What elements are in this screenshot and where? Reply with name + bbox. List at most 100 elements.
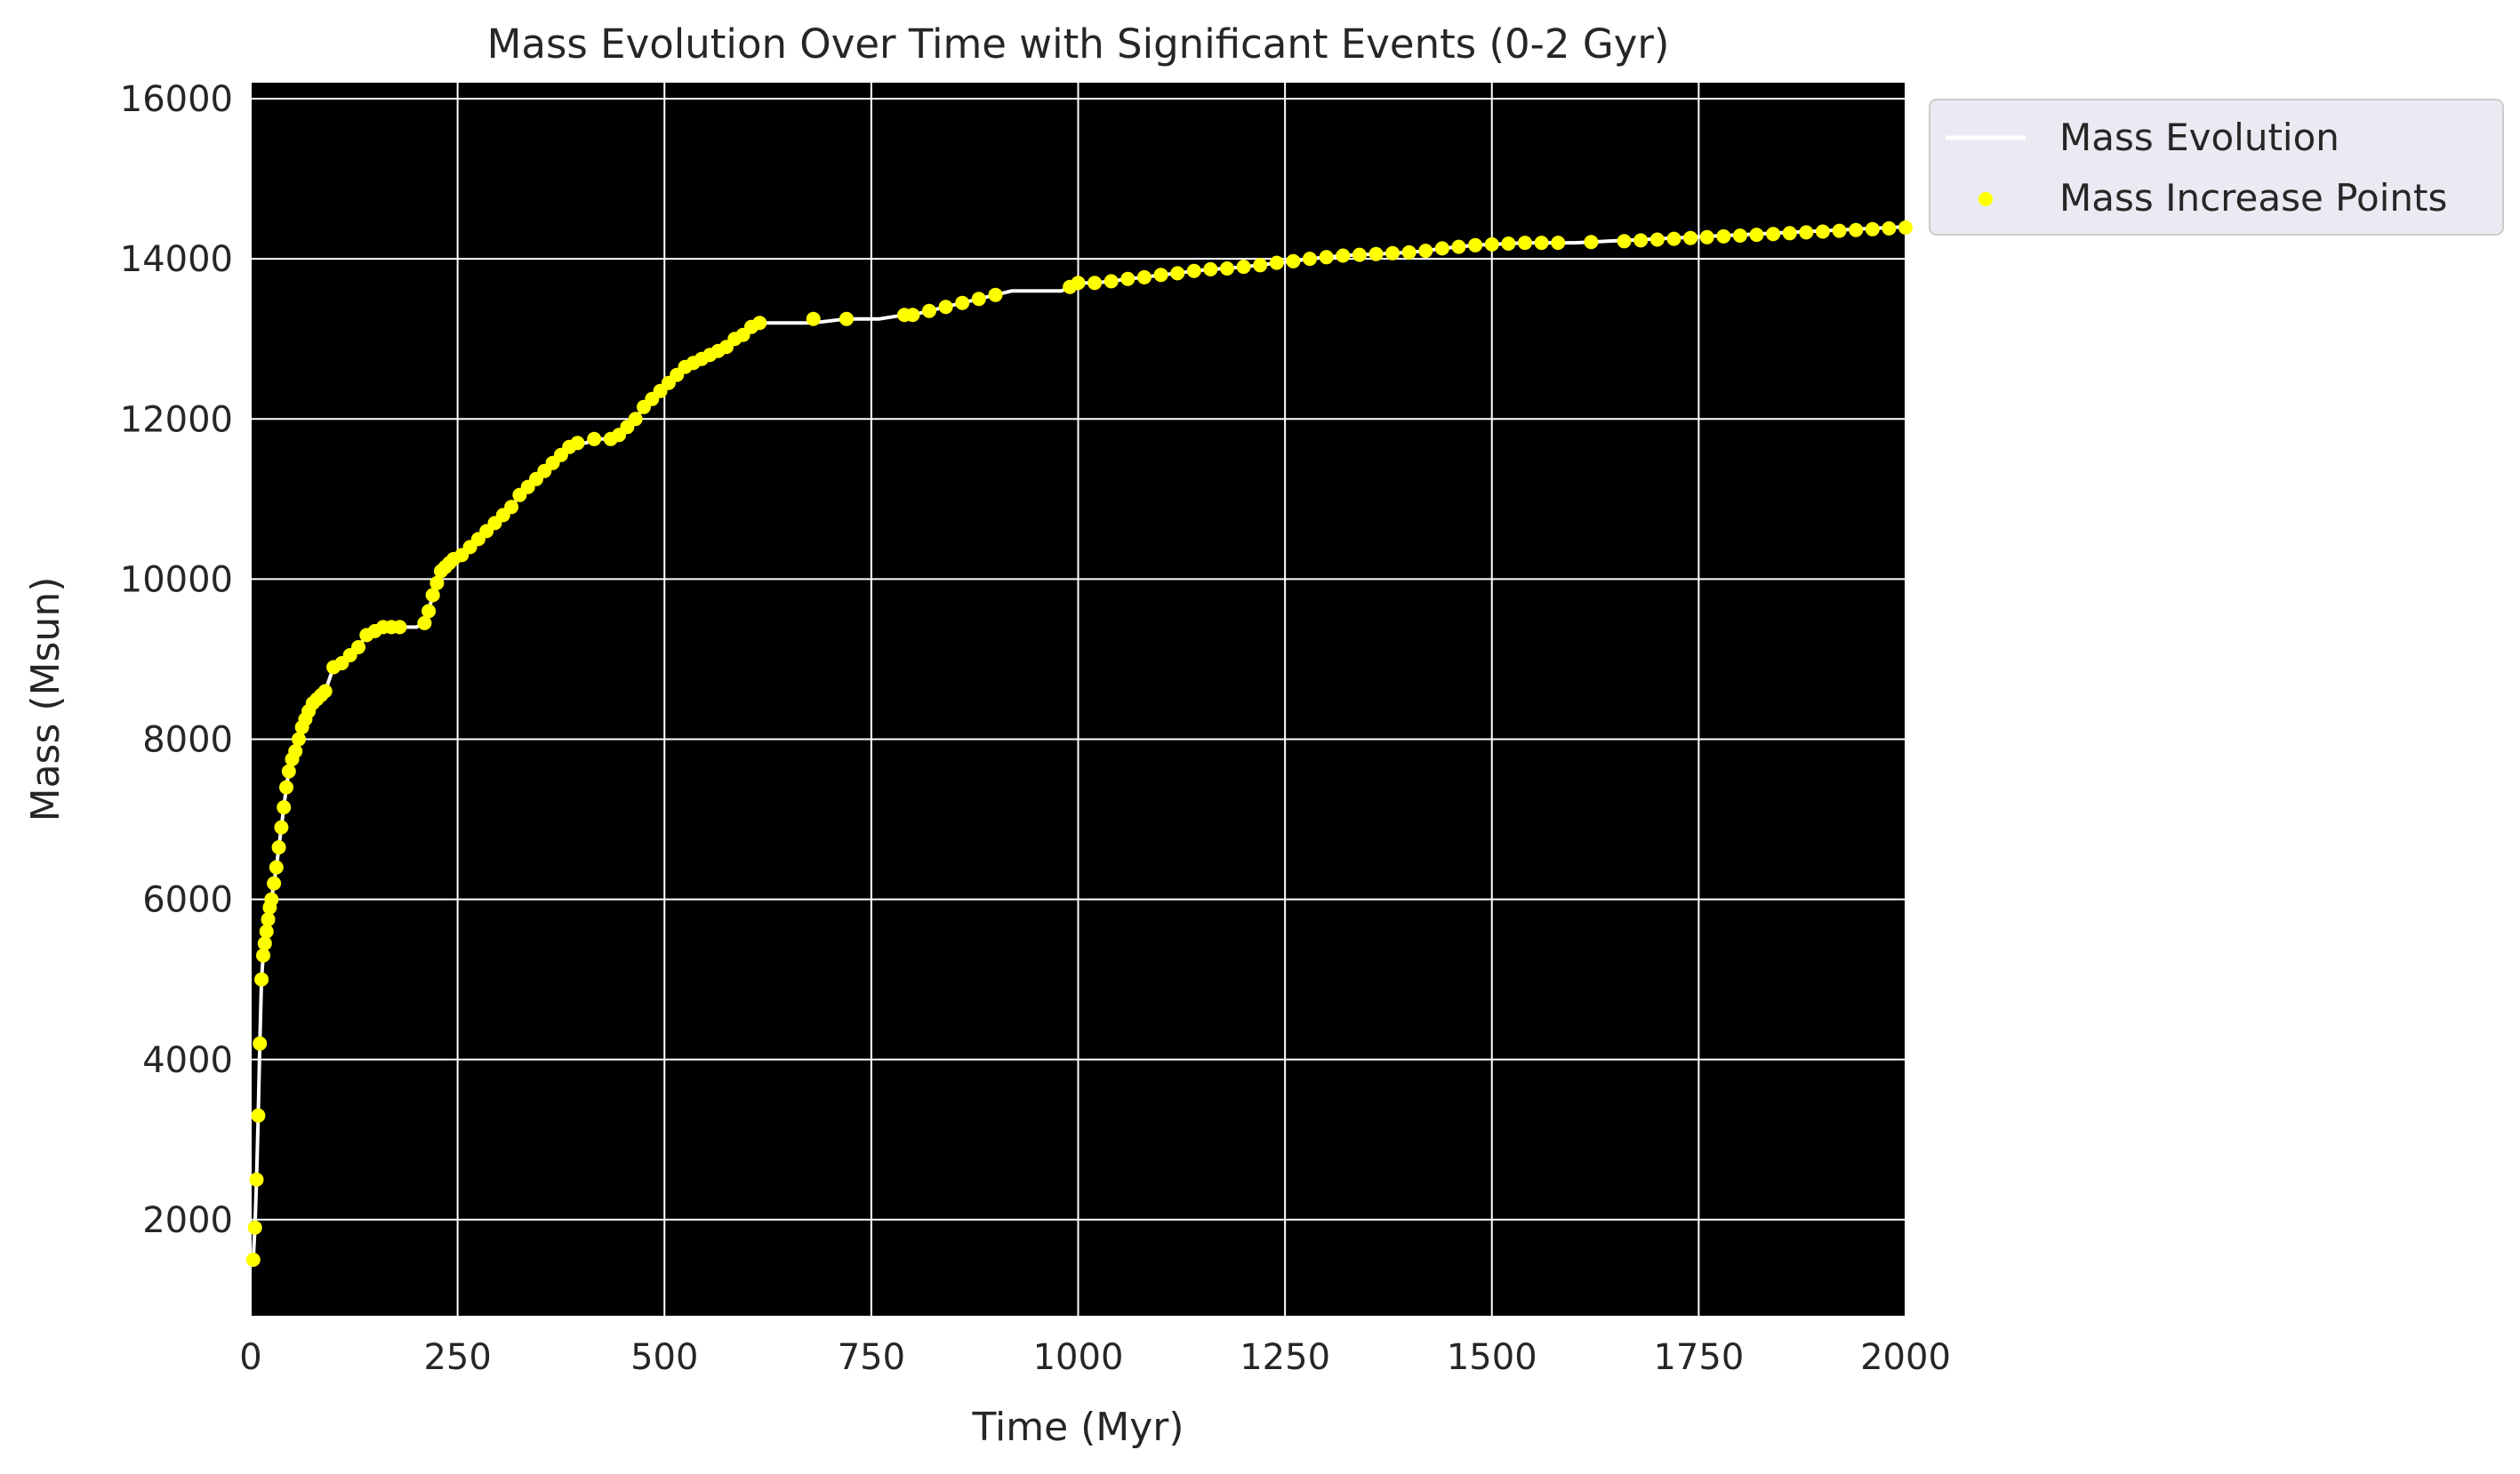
mass-increase-point bbox=[955, 295, 970, 310]
mass-increase-point bbox=[261, 912, 276, 927]
mass-increase-point bbox=[1683, 230, 1698, 245]
mass-increase-point bbox=[392, 620, 407, 635]
mass-increase-point bbox=[1153, 268, 1168, 283]
x-tick-label: 1000 bbox=[1033, 1337, 1124, 1378]
mass-increase-point bbox=[1136, 269, 1152, 284]
mass-increase-point bbox=[1071, 276, 1086, 291]
x-tick-label: 1750 bbox=[1653, 1337, 1744, 1378]
mass-increase-point bbox=[1468, 237, 1483, 252]
mass-increase-point bbox=[292, 732, 306, 747]
legend-box bbox=[1929, 99, 2504, 236]
mass-increase-point bbox=[254, 972, 269, 987]
mass-increase-point bbox=[905, 308, 920, 323]
mass-increase-point bbox=[1849, 222, 1864, 237]
mass-increase-point bbox=[971, 292, 986, 307]
mass-increase-point bbox=[1401, 244, 1416, 260]
mass-increase-point bbox=[425, 588, 440, 603]
mass-increase-point bbox=[274, 820, 289, 835]
legend-label-mass-evolution: Mass Evolution bbox=[2059, 116, 2339, 159]
mass-increase-point bbox=[259, 924, 274, 939]
y-tick-label: 12000 bbox=[120, 399, 233, 440]
mass-increase-point bbox=[938, 300, 953, 315]
mass-increase-point bbox=[1418, 244, 1433, 259]
mass-increase-point bbox=[806, 311, 821, 326]
mass-increase-point bbox=[628, 412, 643, 427]
mass-increase-point bbox=[1253, 258, 1268, 273]
mass-increase-point bbox=[988, 287, 1003, 302]
mass-increase-point bbox=[256, 948, 270, 963]
mass-increase-point bbox=[249, 1172, 264, 1187]
mass-increase-point bbox=[279, 780, 293, 795]
mass-increase-point bbox=[1633, 233, 1649, 248]
mass-increase-point bbox=[1336, 248, 1351, 263]
legend-point-swatch bbox=[1978, 192, 1993, 206]
mass-increase-point bbox=[417, 615, 432, 630]
mass-increase-point bbox=[1186, 263, 1201, 278]
mass-increase-point bbox=[1385, 245, 1400, 260]
mass-increase-point bbox=[1799, 225, 1814, 240]
mass-increase-point bbox=[1617, 234, 1632, 249]
x-tick-label: 500 bbox=[630, 1337, 698, 1378]
y-tick-label: 8000 bbox=[142, 720, 233, 761]
mass-increase-point bbox=[271, 840, 286, 855]
mass-increase-point bbox=[1451, 239, 1466, 254]
mass-increase-point bbox=[839, 311, 854, 326]
mass-increase-point bbox=[570, 436, 585, 451]
scatter-points-layer bbox=[245, 220, 1913, 1267]
legend-label-mass-increase-points: Mass Increase Points bbox=[2059, 176, 2447, 220]
mass-increase-point bbox=[421, 604, 437, 619]
x-axis-ticks: 0 250 500 750 1000 1250 1500 1750 2000 bbox=[239, 1337, 1951, 1378]
mass-increase-point bbox=[1815, 224, 1830, 239]
mass-increase-point bbox=[1352, 247, 1367, 262]
mass-increase-point bbox=[1832, 223, 1847, 238]
mass-increase-point bbox=[1286, 253, 1301, 268]
y-tick-label: 6000 bbox=[142, 880, 233, 921]
y-tick-label: 2000 bbox=[142, 1200, 233, 1241]
mass-increase-point bbox=[504, 500, 519, 515]
mass-increase-point bbox=[1170, 266, 1185, 281]
mass-increase-point bbox=[752, 316, 767, 331]
mass-increase-point bbox=[1716, 228, 1731, 244]
mass-increase-point bbox=[922, 303, 936, 318]
mass-increase-point bbox=[1303, 252, 1317, 267]
mass-increase-point bbox=[1534, 236, 1549, 251]
mass-increase-point bbox=[1699, 229, 1714, 244]
mass-increase-point bbox=[1120, 271, 1136, 286]
mass-increase-point bbox=[1766, 227, 1781, 242]
mass-increase-point bbox=[1666, 231, 1681, 246]
legend: Mass Evolution Mass Increase Points bbox=[1929, 99, 2504, 236]
y-tick-label: 14000 bbox=[120, 239, 233, 280]
mass-increase-point bbox=[1551, 236, 1566, 251]
mass-increase-point bbox=[1649, 232, 1665, 247]
mass-increase-point bbox=[247, 1220, 262, 1235]
mass-increase-point bbox=[1203, 261, 1218, 276]
mass-increase-point bbox=[1220, 261, 1234, 276]
y-axis-label: Mass (Msun) bbox=[23, 577, 68, 822]
mass-increase-point bbox=[1087, 276, 1103, 291]
mass-increase-point bbox=[277, 800, 292, 815]
x-tick-label: 1500 bbox=[1447, 1337, 1537, 1378]
x-axis-label: Time (Myr) bbox=[971, 1405, 1184, 1450]
mass-increase-point bbox=[1732, 228, 1747, 243]
mass-increase-point bbox=[1319, 250, 1334, 265]
mass-increase-point bbox=[1104, 274, 1119, 289]
mass-increase-point bbox=[1434, 241, 1449, 256]
y-tick-label: 4000 bbox=[142, 1040, 233, 1081]
mass-increase-point bbox=[267, 876, 282, 891]
mass-increase-point bbox=[1882, 220, 1897, 236]
mass-increase-point bbox=[251, 1108, 266, 1123]
y-tick-label: 10000 bbox=[120, 559, 233, 600]
mass-increase-point bbox=[1501, 236, 1516, 251]
mass-increase-point bbox=[1368, 246, 1384, 261]
mass-increase-point bbox=[1518, 236, 1532, 251]
mass-increase-point bbox=[317, 684, 333, 699]
x-tick-label: 250 bbox=[423, 1337, 491, 1378]
mass-increase-point bbox=[1782, 226, 1797, 241]
mass-increase-point bbox=[253, 1036, 268, 1051]
mass-increase-point bbox=[1584, 235, 1599, 250]
mass-increase-point bbox=[1269, 255, 1284, 270]
mass-increase-point bbox=[1865, 221, 1880, 236]
x-tick-label: 0 bbox=[239, 1337, 261, 1378]
mass-increase-point bbox=[281, 764, 296, 779]
